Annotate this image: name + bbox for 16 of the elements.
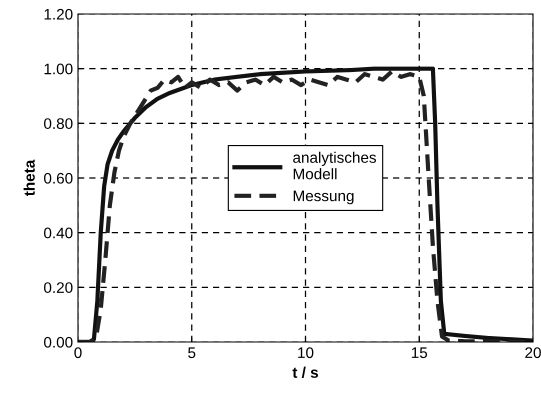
y-tick-label: 0.80 <box>44 118 73 130</box>
y-tick-label: 0.20 <box>44 282 73 294</box>
x-tick-label: 15 <box>412 347 428 358</box>
y-tick-label: 1.20 <box>44 8 73 20</box>
legend-label: Messung <box>294 190 354 204</box>
y-tick-label: 1.00 <box>44 64 73 74</box>
y-tick-label: 0.00 <box>44 336 73 348</box>
y-tick-label: 0.40 <box>44 228 73 238</box>
x-axis-title: t / s <box>292 366 318 378</box>
x-tick-label: 10 <box>298 347 314 358</box>
x-tick-label: 20 <box>525 347 541 358</box>
y-tick-label: 0.60 <box>44 172 73 184</box>
x-tick-label: 5 <box>188 347 196 358</box>
y-axis-title: theta <box>24 160 35 196</box>
legend-label: analytisches Modell <box>293 152 376 180</box>
x-tick-label: 0 <box>74 347 82 358</box>
